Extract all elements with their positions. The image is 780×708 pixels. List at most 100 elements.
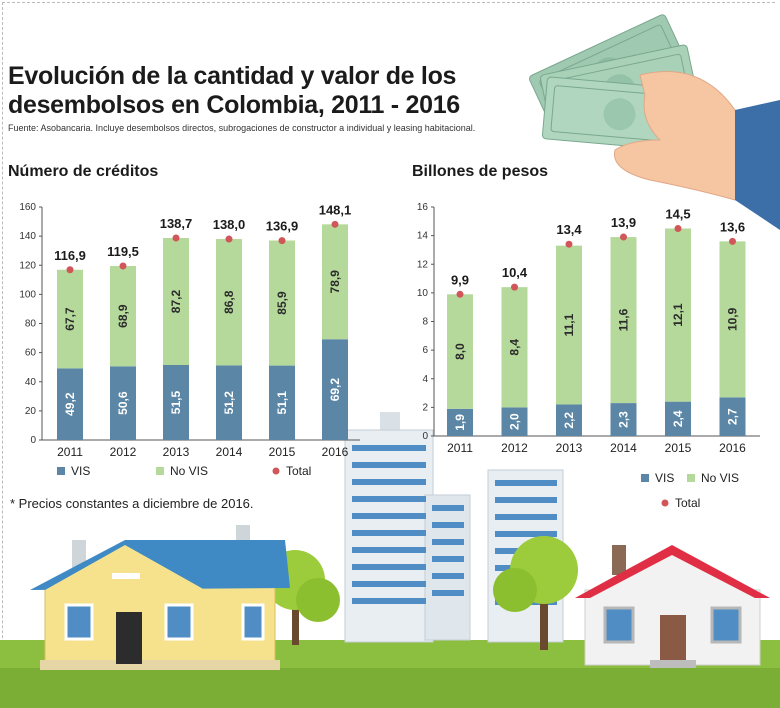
data-label-vis: 51,1 — [275, 391, 289, 415]
x-tick-label: 2011 — [57, 445, 83, 459]
data-label-vis: 2,7 — [726, 408, 740, 425]
y-tick-label: 0 — [422, 431, 428, 442]
data-label-vis: 50,6 — [116, 391, 130, 415]
data-label-novis: 67,7 — [63, 307, 77, 331]
total-label: 14,5 — [665, 206, 690, 221]
bar-novis — [57, 269, 83, 369]
bar-vis — [163, 365, 189, 440]
y-tick-label: 0 — [30, 435, 36, 446]
total-point — [66, 266, 74, 274]
y-tick-label: 4 — [422, 374, 428, 385]
y-tick-label: 100 — [19, 289, 36, 300]
x-tick-label: 2015 — [665, 441, 692, 455]
x-tick-label: 2013 — [556, 441, 583, 455]
data-label-novis: 11,1 — [562, 313, 576, 336]
total-label: 13,6 — [720, 219, 745, 234]
data-label-vis: 1,9 — [453, 414, 467, 431]
data-label-vis: 2,3 — [617, 411, 631, 428]
total-label: 10,4 — [502, 265, 528, 280]
data-label-novis: 85,9 — [275, 291, 289, 315]
data-label-novis: 12,1 — [671, 303, 685, 327]
x-tick-label: 2011 — [447, 441, 473, 455]
bar-novis — [719, 241, 746, 398]
y-tick-label: 12 — [417, 259, 429, 270]
y-tick-label: 40 — [25, 377, 37, 388]
legend-swatch-novis — [687, 474, 695, 482]
bar-novis — [610, 237, 637, 404]
house-left-illustration — [30, 525, 290, 670]
total-point — [331, 220, 339, 228]
total-point — [119, 262, 127, 270]
x-tick-label: 2016 — [719, 441, 746, 455]
data-label-vis: 2,0 — [508, 413, 522, 430]
total-point — [565, 240, 573, 248]
bar-novis — [110, 265, 136, 367]
house-right-illustration — [575, 545, 770, 668]
legend-label-total: Total — [675, 496, 700, 510]
x-tick-label: 2014 — [216, 445, 243, 459]
total-point — [674, 224, 682, 232]
data-label-vis: 2,2 — [562, 412, 576, 429]
legend-swatch-novis — [156, 467, 164, 475]
total-point — [225, 235, 233, 243]
bar-vis — [556, 404, 582, 436]
bar-vis — [269, 365, 295, 440]
data-label-vis: 49,2 — [63, 392, 77, 416]
x-tick-label: 2015 — [269, 445, 296, 459]
x-tick-label: 2016 — [322, 445, 349, 459]
total-point — [456, 290, 464, 298]
total-point — [172, 234, 180, 242]
y-tick-label: 80 — [25, 319, 37, 330]
total-point — [729, 237, 736, 245]
bar-novis — [269, 240, 295, 366]
y-tick-label: 140 — [19, 231, 36, 242]
legend-label-vis: VIS — [71, 464, 90, 478]
x-tick-label: 2012 — [110, 445, 137, 459]
data-label-novis: 8,4 — [508, 339, 522, 356]
y-tick-label: 8 — [422, 317, 428, 328]
legend-swatch-vis — [641, 474, 649, 482]
total-label: 9,9 — [451, 272, 469, 287]
trees-illustration — [265, 536, 578, 650]
bar-novis — [556, 245, 582, 405]
data-label-vis: 51,5 — [169, 390, 183, 414]
y-tick-label: 2 — [422, 402, 428, 413]
chart-title-creditos: Número de créditos — [8, 163, 159, 180]
x-tick-label: 2012 — [501, 441, 528, 455]
bar-novis — [501, 287, 528, 408]
bar-vis — [57, 368, 83, 440]
y-tick-label: 16 — [417, 202, 429, 213]
total-label: 13,9 — [611, 215, 636, 230]
x-tick-label: 2013 — [163, 445, 190, 459]
total-point — [620, 233, 627, 241]
y-tick-label: 14 — [417, 231, 429, 242]
data-label-novis: 8,0 — [453, 343, 467, 360]
total-point — [511, 283, 518, 291]
y-tick-label: 6 — [422, 345, 428, 356]
data-label-novis: 11,6 — [617, 308, 631, 331]
legend-label-novis: No VIS — [170, 464, 208, 478]
data-label-novis: 68,9 — [116, 304, 130, 328]
data-label-novis: 78,9 — [328, 270, 342, 294]
page-title: Evolución de la cantidad y valor de los … — [8, 62, 460, 119]
source-note: Fuente: Asobancaria. Incluye desembolsos… — [8, 123, 476, 133]
legend-swatch-total — [272, 467, 280, 475]
data-label-novis: 87,2 — [169, 290, 183, 314]
data-label-novis: 10,9 — [726, 307, 740, 331]
x-tick-label: 2014 — [610, 441, 637, 455]
total-point — [278, 237, 286, 245]
bar-vis — [216, 365, 242, 440]
data-label-vis: 69,2 — [328, 378, 342, 402]
bar-novis — [216, 239, 242, 366]
legend-swatch-total — [661, 499, 669, 507]
total-label: 148,1 — [319, 202, 352, 217]
bar-vis — [110, 366, 136, 440]
total-label: 119,5 — [107, 244, 139, 259]
bar-novis — [163, 238, 189, 366]
data-label-novis: 86,8 — [222, 290, 236, 314]
total-label: 138,0 — [213, 217, 246, 232]
